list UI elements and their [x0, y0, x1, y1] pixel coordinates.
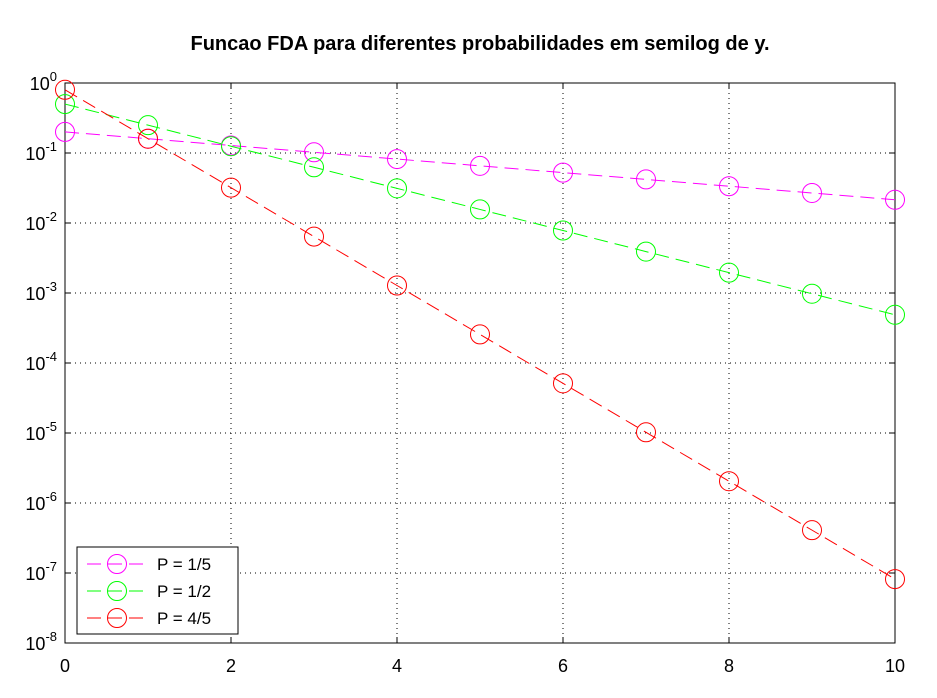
data-point	[636, 241, 656, 262]
data-point	[802, 520, 822, 541]
data-point	[304, 226, 324, 247]
y-tick-label: 10-5	[25, 419, 57, 444]
data-point	[138, 115, 158, 136]
y-tick-label: 100	[30, 69, 57, 94]
series-3	[55, 79, 905, 590]
data-point	[304, 157, 324, 178]
data-point	[55, 121, 75, 142]
series-line	[64, 103, 896, 316]
data-point	[470, 324, 490, 345]
data-point	[304, 142, 324, 163]
series-layer	[55, 79, 905, 590]
y-tick-label: 10-7	[25, 559, 57, 584]
x-tick-label: 2	[226, 656, 236, 676]
x-tick-label: 8	[724, 656, 734, 676]
x-tick-label: 10	[885, 656, 905, 676]
data-point	[387, 275, 407, 296]
legend-marker	[107, 554, 127, 574]
grid-lines	[65, 83, 895, 643]
data-point	[719, 262, 739, 283]
legend-marker	[107, 581, 127, 601]
x-tick-label: 4	[392, 656, 402, 676]
data-point	[802, 283, 822, 304]
legend-box	[76, 546, 239, 635]
data-point	[221, 136, 241, 157]
y-tick-label: 10-8	[25, 629, 57, 654]
series-1	[55, 121, 905, 210]
data-point	[553, 220, 573, 241]
legend-item: P = 1/5	[87, 554, 211, 574]
data-point	[553, 162, 573, 183]
x-tick-label: 0	[60, 656, 70, 676]
data-point	[636, 422, 656, 443]
x-tick-label: 6	[558, 656, 568, 676]
legend-label: P = 1/5	[157, 555, 211, 574]
data-point	[138, 128, 158, 149]
data-point	[885, 189, 905, 210]
data-point	[470, 155, 490, 176]
data-point	[885, 304, 905, 325]
chart-title: Funcao FDA para diferentes probabilidade…	[190, 33, 769, 55]
data-point	[636, 169, 656, 190]
data-point	[802, 182, 822, 203]
data-point	[719, 176, 739, 197]
series-line	[64, 131, 896, 201]
data-point	[55, 94, 75, 115]
y-tick-label: 10-3	[25, 279, 57, 304]
legend-label: P = 1/2	[157, 582, 211, 601]
axes: 0 2 4 6 8 10 100 10-1 10-2 10-3 10-4 10-5 10-6 10-7 10…	[25, 69, 905, 676]
legend: P = 1/5 P = 1/2 P = 4/5	[76, 546, 239, 635]
series-2	[55, 94, 905, 325]
data-point	[470, 199, 490, 220]
y-tick-label: 10-1	[25, 139, 57, 164]
data-point	[387, 178, 407, 199]
series-line	[64, 89, 896, 580]
y-tick-label: 10-6	[25, 489, 57, 514]
y-tick-label: 10-4	[25, 349, 57, 374]
data-point	[387, 149, 407, 170]
data-point	[55, 79, 75, 100]
legend-item: P = 1/2	[87, 581, 211, 601]
data-point	[719, 471, 739, 492]
data-point	[885, 569, 905, 590]
legend-label: P = 4/5	[157, 609, 211, 628]
legend-item: P = 4/5	[87, 608, 211, 628]
legend-marker	[107, 608, 127, 628]
data-point	[553, 373, 573, 394]
data-point	[221, 177, 241, 198]
y-tick-label: 10-2	[25, 209, 57, 234]
